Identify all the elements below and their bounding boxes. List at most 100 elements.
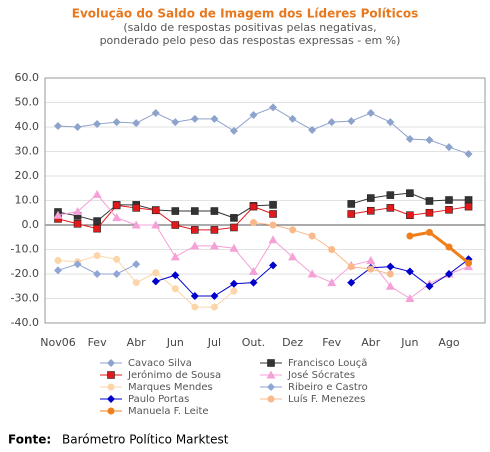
data-point xyxy=(171,271,180,280)
data-point xyxy=(269,210,277,218)
series-line xyxy=(57,255,235,308)
data-point xyxy=(386,204,395,212)
data-point xyxy=(406,232,414,240)
chart-subtitle: ponderado pelo peso das respostas expres… xyxy=(100,34,401,47)
x-tick-label: Abr xyxy=(361,336,381,349)
data-point xyxy=(386,118,395,127)
legend-label: Francisco Louçã xyxy=(288,358,367,369)
legend-marker xyxy=(107,383,115,391)
data-point xyxy=(366,194,375,202)
data-point xyxy=(405,267,414,276)
data-point xyxy=(191,303,199,311)
legend-marker xyxy=(107,407,115,415)
data-point xyxy=(406,189,414,197)
data-point xyxy=(425,282,434,291)
legend-marker xyxy=(107,359,115,367)
data-point xyxy=(73,219,82,228)
data-point xyxy=(210,292,219,301)
data-point xyxy=(93,252,101,260)
data-point xyxy=(171,118,180,127)
x-tick-label: Fev xyxy=(88,336,107,349)
data-point xyxy=(191,226,199,234)
data-point xyxy=(54,257,62,265)
data-point xyxy=(54,266,62,275)
data-point xyxy=(405,135,414,144)
data-point xyxy=(171,285,179,293)
data-point xyxy=(229,126,238,135)
legend-marker xyxy=(267,383,275,391)
legend-marker xyxy=(107,395,115,403)
data-point xyxy=(465,259,473,267)
data-point xyxy=(425,135,434,144)
data-point xyxy=(132,119,141,128)
legend-label: Cavaco Silva xyxy=(128,358,192,369)
data-point xyxy=(288,114,297,123)
data-point xyxy=(347,278,356,287)
data-point xyxy=(445,206,453,214)
data-point xyxy=(308,232,316,240)
source-label: Fonte: xyxy=(8,433,51,447)
series-line xyxy=(409,230,470,265)
data-point xyxy=(53,210,63,219)
data-point xyxy=(112,213,122,222)
data-point xyxy=(112,201,121,210)
data-point xyxy=(347,263,355,271)
legend-label: Manuela F. Leite xyxy=(128,406,209,417)
data-point xyxy=(73,123,82,131)
data-point xyxy=(288,252,298,261)
data-point xyxy=(73,260,82,269)
data-point xyxy=(249,110,258,119)
data-point xyxy=(132,260,141,269)
data-point xyxy=(269,261,278,270)
plot-border xyxy=(44,77,486,324)
data-point xyxy=(112,118,121,127)
legend-marker xyxy=(107,371,115,379)
legend-label: Luís F. Menezes xyxy=(288,393,365,405)
data-point xyxy=(151,277,160,286)
data-point xyxy=(445,143,453,152)
data-point xyxy=(191,207,199,215)
data-point xyxy=(327,278,337,287)
data-point xyxy=(386,262,395,271)
x-tick-label: Out. xyxy=(242,336,265,349)
source-text: Barómetro Político Marktest xyxy=(62,433,229,447)
data-point xyxy=(406,211,414,219)
data-point xyxy=(210,114,219,123)
data-point xyxy=(230,214,238,222)
legend-marker xyxy=(267,359,275,367)
data-point xyxy=(385,281,395,290)
data-point xyxy=(269,201,277,209)
x-tick-label: Dez xyxy=(282,336,303,349)
data-point xyxy=(151,109,160,118)
data-point xyxy=(131,220,141,229)
legend-marker xyxy=(266,370,276,379)
data-point xyxy=(230,223,238,232)
data-point xyxy=(366,206,375,215)
data-point xyxy=(307,269,317,278)
data-point xyxy=(347,117,356,126)
y-tick-label: -20.0 xyxy=(11,267,39,280)
x-tick-label: Nov06 xyxy=(40,336,75,349)
data-point xyxy=(152,269,160,277)
data-point xyxy=(464,149,473,158)
legend-label: Paulo Portas xyxy=(128,394,189,405)
data-point xyxy=(171,221,180,229)
y-tick-label: 20.0 xyxy=(15,169,40,182)
legend-label: Jerónimo de Sousa xyxy=(127,369,221,381)
y-tick-label: 50.0 xyxy=(15,96,40,109)
data-point xyxy=(425,208,434,217)
x-tick-label: Jul xyxy=(207,336,221,349)
data-point xyxy=(93,224,101,233)
data-point xyxy=(366,256,376,265)
data-point xyxy=(386,191,395,199)
data-point xyxy=(405,294,415,302)
data-point xyxy=(93,270,102,278)
data-point xyxy=(269,103,278,112)
data-point xyxy=(249,267,258,276)
y-tick-label: 30.0 xyxy=(15,145,40,158)
data-point xyxy=(132,204,140,212)
data-point xyxy=(112,270,121,278)
data-point xyxy=(210,207,219,215)
series-line xyxy=(57,193,469,300)
